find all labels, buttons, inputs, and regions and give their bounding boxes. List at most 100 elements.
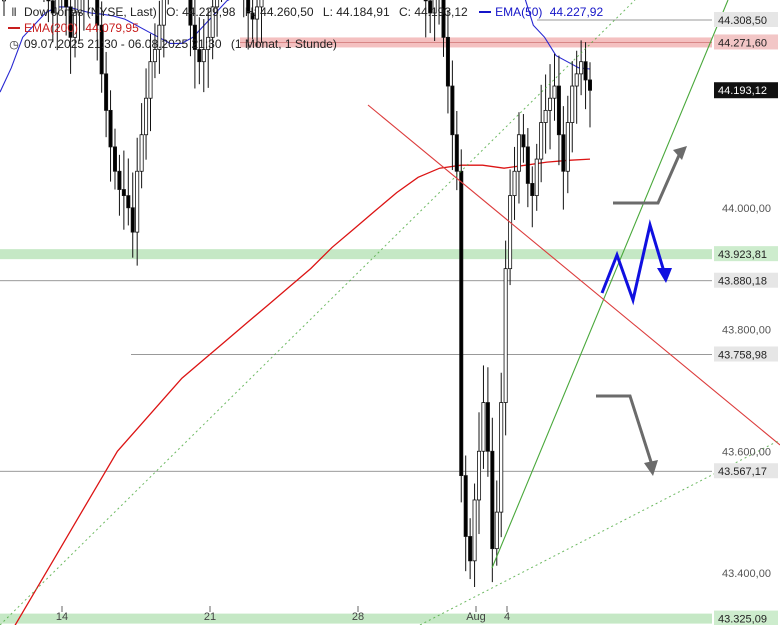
candle-body-46 [206, 36, 211, 50]
candle-17 [77, 0, 82, 41]
candle-103 [459, 149, 464, 503]
grey-down-arrow [596, 394, 654, 466]
candle-body-126 [561, 134, 566, 172]
grey-up-arrow [613, 152, 682, 205]
candle-56 [250, 0, 255, 40]
open-value: 44.229,98 [182, 5, 236, 19]
candle-body-58 [259, 0, 264, 8]
candle-11 [50, 0, 55, 43]
y-tick-label-1: 43.600,00 [722, 446, 771, 458]
candle-body-101 [450, 85, 455, 136]
ema200-label: EMA(200) [24, 21, 79, 35]
candle-115 [512, 146, 517, 220]
candle-31 [139, 103, 144, 189]
level-label-8: 43.325,09 [714, 610, 778, 625]
candle-42 [188, 0, 193, 57]
ema200-value: 44.079,95 [85, 21, 139, 35]
x-tick-label-4: 4 [504, 611, 510, 623]
candle-127 [565, 95, 570, 194]
green-uptrend-line [491, 0, 729, 569]
candle-16 [73, 0, 78, 58]
candle-body-27 [121, 189, 126, 197]
candle-117 [521, 114, 526, 163]
candle-body-42 [188, 0, 193, 26]
level-label-text-4: 43.923,81 [718, 249, 767, 261]
ema200-layer [14, 158, 591, 625]
y-tick-label-0: 43.400,00 [722, 568, 771, 580]
candles-layer [2, 0, 593, 588]
candle-108 [481, 365, 486, 469]
level-label-text-5: 43.880,18 [718, 276, 767, 288]
candle-body-45 [201, 49, 206, 63]
level-label-3: 44.271,60 [714, 34, 778, 50]
candle-body-107 [477, 450, 482, 501]
current-price-text: 44.193,12 [718, 85, 767, 97]
level-label-2: 44.308,50 [714, 11, 778, 27]
candle-body-105 [468, 536, 473, 562]
candle-body-109 [485, 402, 490, 452]
candle-body-31 [139, 134, 144, 172]
green-dotted-channel-upper [0, 0, 636, 625]
candle-body-125 [556, 85, 561, 136]
candle-body-56 [250, 12, 255, 20]
candle-body-103 [459, 170, 464, 477]
level-label-6: 43.758,98 [714, 346, 778, 362]
candle-129 [574, 50, 579, 124]
candle-13 [61, 0, 63, 10]
candle-49 [221, 0, 223, 3]
candle-body-44 [197, 49, 202, 63]
candle-101 [450, 60, 455, 171]
candle-46 [206, 8, 211, 88]
y-tick-label-3: 44.000,00 [722, 203, 771, 215]
candle-119 [530, 166, 535, 228]
candle-120 [534, 143, 539, 211]
candle-27 [121, 150, 126, 230]
candle-9 [43, 0, 45, 3]
candle-57 [255, 0, 260, 48]
candle-23 [104, 51, 109, 138]
high-value: 44.260,50 [260, 5, 314, 19]
candle-107 [477, 412, 482, 535]
level-label-bg-8 [714, 610, 778, 625]
candle-body-130 [579, 61, 584, 75]
level-label-bg-4 [714, 246, 778, 262]
level-label-bg-5 [714, 272, 778, 288]
candle-body-23 [104, 73, 109, 111]
candle-22 [99, 1, 104, 93]
ema200-swatch [8, 26, 20, 29]
grey-down-arrow-head [644, 460, 658, 476]
candle-58 [259, 0, 264, 43]
candle-55 [246, 0, 251, 50]
candle-body-108 [481, 402, 486, 452]
candle-122 [543, 74, 548, 154]
candle-97 [432, 0, 437, 41]
candle-body-17 [77, 0, 82, 14]
level-label-text-7: 43.567,17 [718, 466, 767, 478]
blue-arrow-head [657, 268, 672, 283]
level-label-bg-6 [714, 346, 778, 362]
candle-body-12 [55, 0, 60, 14]
candle-body-115 [512, 170, 517, 197]
candle-21 [95, 0, 100, 61]
x-tick-label-0: 14 [56, 611, 68, 623]
candle-body-35 [157, 24, 162, 50]
candle-body-14 [64, 0, 69, 8]
candle-body-132 [588, 79, 593, 91]
red-downtrend-line [367, 104, 780, 446]
header-line-2: EMA(200) 44.079,95 [8, 21, 139, 35]
candle-body-100 [445, 36, 450, 87]
candle-124 [552, 53, 557, 121]
candle-25 [112, 128, 117, 190]
high-label: H: [244, 5, 257, 19]
candle-36 [161, 0, 166, 58]
level-label-4: 43.923,81 [714, 246, 778, 262]
level-label-text-3: 44.271,60 [718, 37, 767, 49]
ohlc-bars-icon: ⫴ [11, 7, 17, 19]
candle-114 [508, 169, 513, 286]
candle-body-24 [108, 109, 113, 148]
candle-body-22 [99, 24, 104, 75]
candle-44 [197, 17, 202, 85]
scenario-arrows-layer [596, 146, 687, 476]
